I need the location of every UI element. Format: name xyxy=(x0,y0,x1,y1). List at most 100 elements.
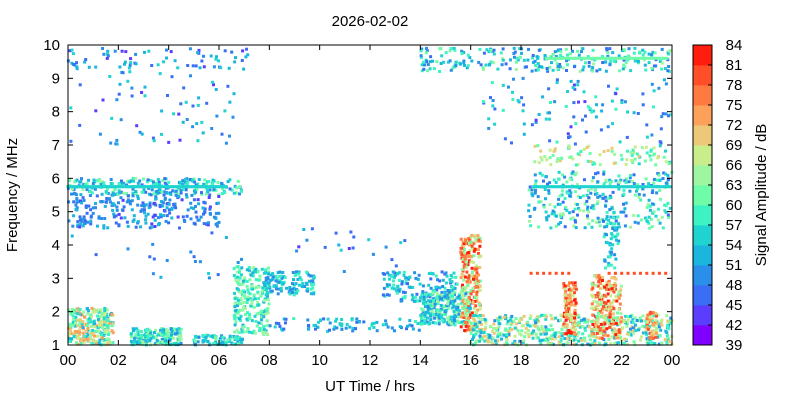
heatmap-cell xyxy=(449,274,453,277)
heatmap-cell xyxy=(532,329,535,333)
heatmap-cell xyxy=(310,283,314,287)
heatmap-cell xyxy=(202,65,206,69)
heatmap-cell xyxy=(608,325,612,329)
heatmap-cell xyxy=(520,317,524,321)
heatmap-cell xyxy=(667,162,671,166)
heatmap-cell xyxy=(189,74,192,78)
heatmap-cell xyxy=(660,318,664,322)
heatmap-cell xyxy=(590,332,594,336)
x-axis-label: UT Time / hrs xyxy=(325,378,415,395)
heatmap-cell xyxy=(538,65,542,69)
heatmap-cell xyxy=(196,51,200,54)
heatmap-cell xyxy=(632,271,636,275)
heatmap-cell xyxy=(555,66,559,70)
heatmap-cell xyxy=(550,61,553,65)
heatmap-cell xyxy=(557,330,561,334)
heatmap-cell xyxy=(277,280,281,284)
heatmap-cell xyxy=(475,290,479,294)
heatmap-cell xyxy=(235,186,239,190)
heatmap-cell xyxy=(209,185,213,189)
heatmap-cell xyxy=(600,56,603,60)
heatmap-cell xyxy=(622,185,626,189)
heatmap-cell xyxy=(660,47,664,51)
heatmap-cell xyxy=(92,178,96,182)
heatmap-cell xyxy=(660,115,664,119)
heatmap-cell xyxy=(543,188,547,191)
heatmap-cell xyxy=(573,318,577,322)
heatmap-cell xyxy=(504,62,508,66)
heatmap-cell xyxy=(536,144,540,148)
heatmap-cell xyxy=(590,293,594,297)
heatmap-cell xyxy=(179,334,183,338)
heatmap-cell xyxy=(542,338,546,342)
heatmap-cell xyxy=(260,329,264,333)
heatmap-cell xyxy=(232,266,236,270)
heatmap-cell xyxy=(549,324,553,328)
heatmap-cell xyxy=(648,208,652,212)
heatmap-cell xyxy=(128,63,132,67)
heatmap-cell xyxy=(568,211,572,215)
heatmap-cell xyxy=(166,334,170,338)
heatmap-cell xyxy=(546,185,550,189)
heatmap-cell xyxy=(505,337,509,341)
heatmap-cell xyxy=(580,338,584,342)
heatmap-cell xyxy=(564,289,568,293)
heatmap-cell xyxy=(454,307,458,311)
heatmap-cell xyxy=(655,331,659,335)
heatmap-cell xyxy=(269,289,273,293)
heatmap-cell xyxy=(614,107,618,111)
heatmap-cell xyxy=(79,342,83,346)
heatmap-cell xyxy=(624,163,628,166)
heatmap-cell xyxy=(441,278,445,282)
heatmap-cell xyxy=(539,155,543,159)
heatmap-cell xyxy=(569,303,573,306)
heatmap-cell xyxy=(579,56,583,60)
heatmap-cell xyxy=(534,321,538,325)
heatmap-cell xyxy=(474,310,478,314)
heatmap-cell xyxy=(562,185,566,189)
heatmap-cell xyxy=(438,309,442,313)
heatmap-cell xyxy=(92,319,96,323)
heatmap-cell xyxy=(252,268,256,272)
heatmap-cell xyxy=(613,299,617,303)
heatmap-cell xyxy=(276,271,280,275)
heatmap-cell xyxy=(248,312,251,316)
heatmap-cell xyxy=(233,60,237,64)
heatmap-cell xyxy=(605,56,609,60)
heatmap-cell xyxy=(477,289,480,293)
heatmap-cell xyxy=(604,199,608,203)
heatmap-cell xyxy=(559,221,563,224)
heatmap-cell xyxy=(632,340,636,344)
heatmap-cell xyxy=(110,116,114,120)
heatmap-cell xyxy=(76,312,80,316)
heatmap-cell xyxy=(573,303,577,307)
heatmap-cell xyxy=(388,277,391,281)
heatmap-cell xyxy=(496,67,500,71)
heatmap-cell xyxy=(527,47,530,51)
heatmap-cell xyxy=(134,52,138,56)
heatmap-cell xyxy=(106,49,110,53)
heatmap-cell xyxy=(254,319,258,323)
heatmap-cell xyxy=(648,317,652,320)
heatmap-cell xyxy=(429,304,433,307)
heatmap-cell xyxy=(564,315,568,319)
heatmap-cell xyxy=(666,334,669,338)
heatmap-cell xyxy=(407,285,411,289)
heatmap-cell xyxy=(411,298,415,302)
heatmap-cell xyxy=(454,315,458,318)
heatmap-cell xyxy=(595,336,599,340)
heatmap-cell xyxy=(564,56,568,60)
heatmap-cell xyxy=(196,103,200,107)
heatmap-cell xyxy=(495,326,498,330)
colorbar-tick-label: 78 xyxy=(726,77,743,94)
heatmap-cell xyxy=(218,337,222,341)
heatmap-cell xyxy=(102,316,106,320)
heatmap-cell xyxy=(602,172,606,176)
heatmap-cell xyxy=(507,85,510,89)
heatmap-cell xyxy=(297,245,301,249)
colorbar-tick-label: 72 xyxy=(726,117,743,134)
heatmap-cell xyxy=(316,325,320,329)
heatmap-cell xyxy=(96,314,99,318)
heatmap-cell xyxy=(569,191,573,195)
heatmap-cell xyxy=(164,337,168,341)
